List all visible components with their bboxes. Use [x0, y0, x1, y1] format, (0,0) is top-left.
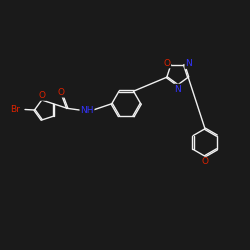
Text: O: O: [202, 158, 208, 166]
Text: O: O: [58, 88, 65, 97]
Text: Br: Br: [10, 105, 20, 114]
Text: N: N: [174, 84, 181, 94]
Text: O: O: [39, 91, 46, 100]
Text: O: O: [164, 59, 170, 68]
Text: NH: NH: [80, 106, 94, 115]
Text: N: N: [185, 59, 192, 68]
